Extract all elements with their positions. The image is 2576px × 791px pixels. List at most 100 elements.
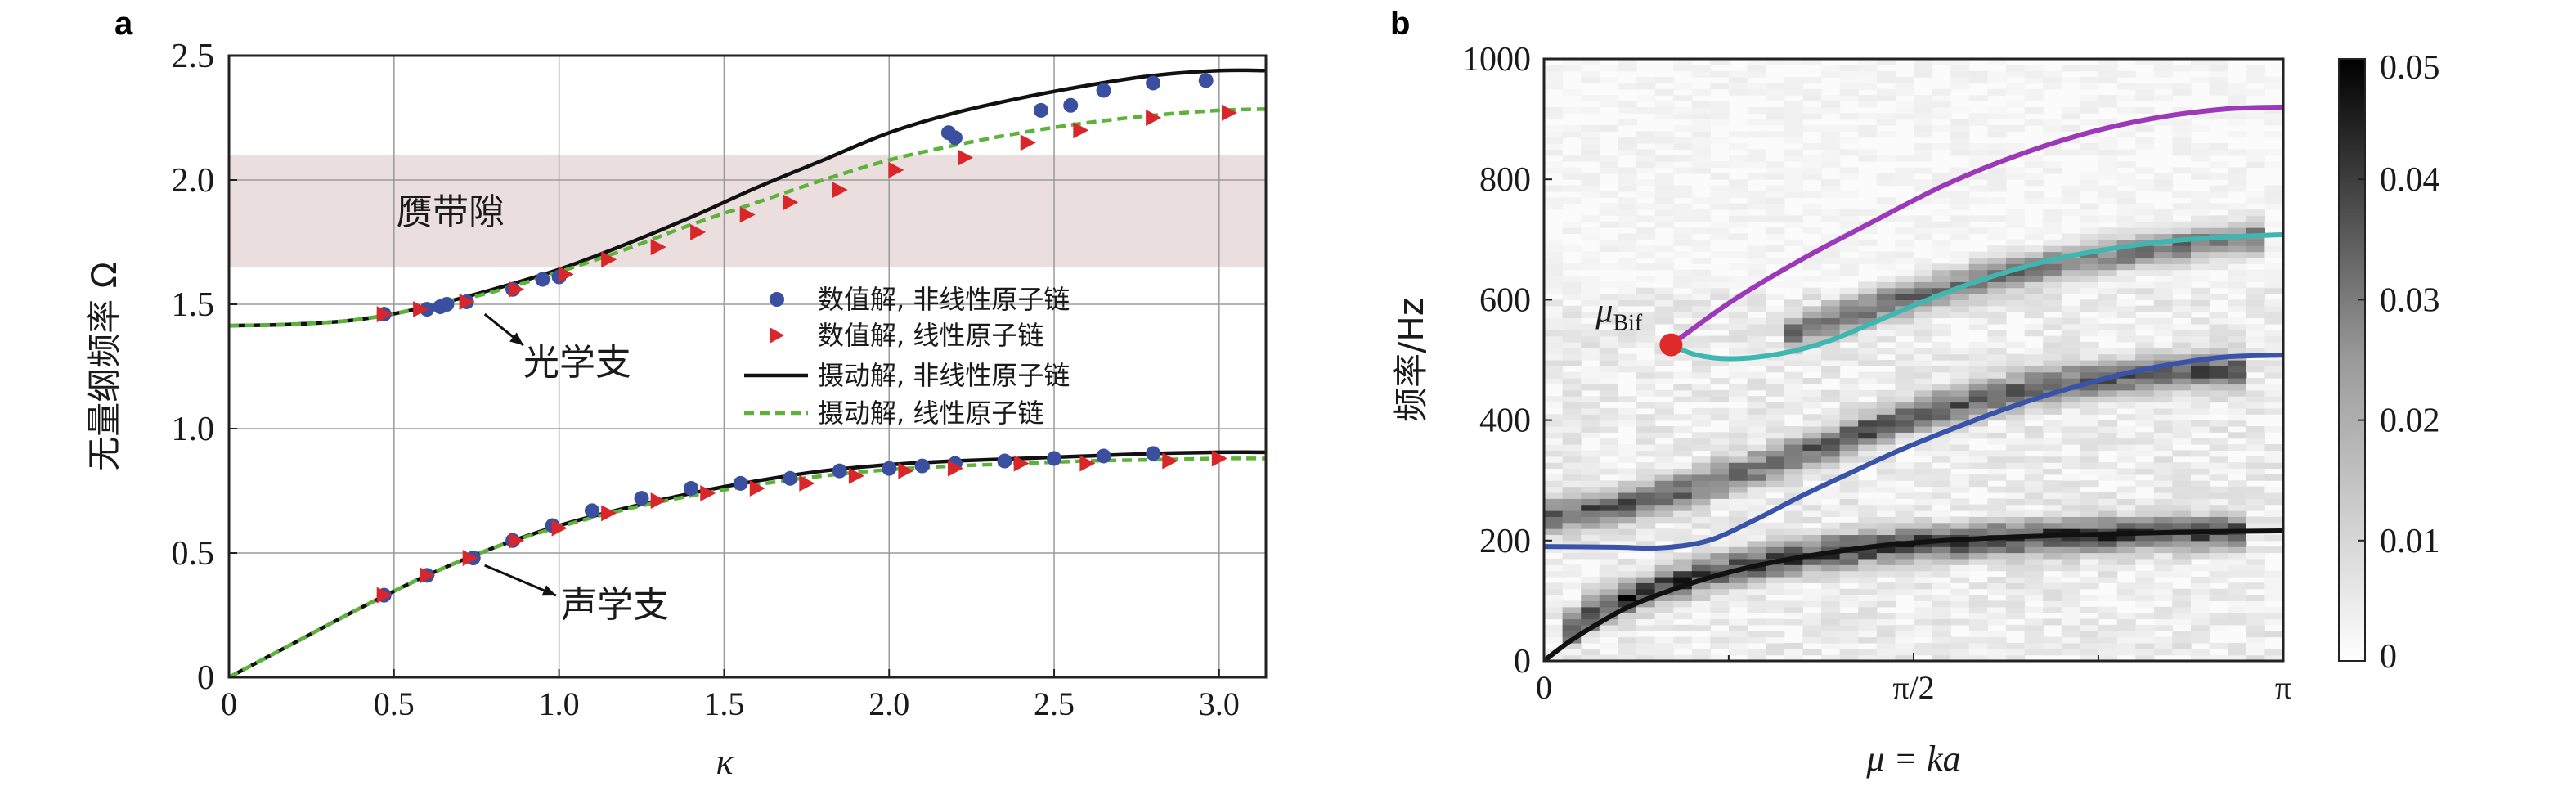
heatmap-cell <box>1876 528 1896 536</box>
heatmap-cell <box>2153 540 2173 547</box>
heatmap-cell <box>1673 113 1693 120</box>
heatmap-cell <box>1914 552 1933 560</box>
heatmap-cell <box>1784 149 1803 156</box>
heatmap-cell <box>1987 113 2007 120</box>
heatmap-cell <box>1766 173 1785 180</box>
heatmap-cell <box>2172 384 2192 391</box>
heatmap-cell <box>1802 353 1822 361</box>
heatmap-cell <box>1839 149 1859 156</box>
heatmap-cell <box>1858 402 1878 409</box>
heatmap-cell <box>1914 576 1933 583</box>
heatmap-cell <box>1895 287 1914 294</box>
heatmap-cell <box>1766 552 1785 560</box>
data-point-numeric-linear <box>1162 452 1178 470</box>
heatmap-cell <box>1581 287 1600 294</box>
heatmap-cell <box>1987 317 2007 325</box>
heatmap-cell <box>1747 371 1766 379</box>
heatmap-cell <box>2024 468 2044 475</box>
heatmap-cell <box>1654 480 1674 488</box>
heatmap-cell <box>1618 631 1637 638</box>
heatmap-cell <box>2153 636 2173 644</box>
heatmap-cell <box>2228 281 2247 289</box>
heatmap-cell <box>2228 402 2247 409</box>
heatmap-cell <box>1710 221 1730 228</box>
heatmap-cell <box>1691 510 1711 517</box>
data-point-numeric-linear <box>459 293 475 310</box>
heatmap-cell <box>1654 510 1674 517</box>
heatmap-cell <box>2246 432 2265 439</box>
heatmap-cell <box>2246 257 2265 264</box>
heatmap-cell <box>1691 88 1711 96</box>
heatmap-cell <box>1766 113 1785 120</box>
heatmap-cell <box>2153 305 2173 312</box>
heatmap-cell <box>2098 149 2118 156</box>
heatmap-cell <box>1968 540 1988 547</box>
heatmap-cell <box>1636 516 1656 524</box>
heatmap-cell <box>2209 378 2228 385</box>
heatmap-cell <box>1987 425 2007 433</box>
heatmap-cell <box>1636 335 1656 343</box>
heatmap-cell <box>2172 275 2192 282</box>
heatmap-cell <box>1876 414 1896 421</box>
heatmap-cell <box>1636 167 1656 174</box>
heatmap-cell <box>1729 480 1748 488</box>
heatmap-cell <box>1654 143 1674 150</box>
heatmap-cell <box>1932 438 1951 445</box>
heatmap-cell <box>2153 450 2173 457</box>
data-point-numeric-nonlinear <box>1096 448 1111 464</box>
heatmap-cell <box>1821 294 1841 300</box>
heatmap-cell <box>1802 191 1822 198</box>
colorbar-tick-label: 0 <box>2380 638 2397 676</box>
heatmap-cell <box>1858 624 1878 631</box>
heatmap-cell <box>1618 179 1637 187</box>
heatmap-cell <box>2153 119 2173 126</box>
heatmap-cell <box>2080 221 2099 228</box>
heatmap-cell <box>1895 528 1914 536</box>
colorbar-ticks: 00.010.020.030.040.05 <box>2358 49 2440 676</box>
heatmap-cell <box>2153 552 2173 560</box>
heatmap-cell <box>1636 570 1656 578</box>
heatmap-cell <box>2153 341 2173 348</box>
heatmap-cell <box>1821 600 1841 608</box>
heatmap-cell <box>1950 294 1970 300</box>
heatmap-cell <box>1950 498 1970 506</box>
heatmap-cell <box>2172 257 2192 264</box>
heatmap-cell <box>1802 203 1822 210</box>
heatmap <box>1544 59 2283 661</box>
heatmap-cell <box>2209 149 2228 156</box>
data-point-numeric-nonlinear <box>733 475 748 491</box>
heatmap-cell <box>2116 456 2136 463</box>
heatmap-cell <box>2080 438 2099 445</box>
panel-b-ylabel: 频率/Hz <box>1391 298 1431 422</box>
heatmap-cell <box>2153 371 2173 379</box>
heatmap-cell <box>1599 588 1618 595</box>
heatmap-cell <box>1654 287 1674 294</box>
heatmap-cell <box>1618 287 1637 294</box>
heatmap-cell <box>1802 317 1822 325</box>
heatmap-cell <box>1821 510 1841 517</box>
heatmap-cell <box>2116 353 2136 361</box>
heatmap-cell <box>1673 564 1693 572</box>
heatmap-cell <box>2172 281 2192 289</box>
heatmap-cell <box>1729 642 1748 649</box>
heatmap-cell <box>1839 88 1859 96</box>
heatmap-cell <box>1968 161 1988 169</box>
heatmap-cell <box>1710 275 1730 282</box>
heatmap-cell <box>2191 384 2210 391</box>
heatmap-cell <box>2098 312 2118 319</box>
panel-b-curves <box>1544 104 2283 661</box>
heatmap-cell <box>1673 474 1693 481</box>
heatmap-cell <box>2006 540 2026 547</box>
heatmap-cell <box>2080 456 2099 463</box>
heatmap-cell <box>1691 595 1711 601</box>
heatmap-cell <box>2153 378 2173 385</box>
heatmap-cell <box>1618 516 1637 524</box>
heatmap-cell <box>2191 360 2210 366</box>
heatmap-cell <box>1968 384 1988 391</box>
heatmap-cell <box>2080 595 2099 601</box>
heatmap-cell <box>1654 492 1674 499</box>
heatmap-cell <box>1987 450 2007 457</box>
heatmap-cell <box>1876 642 1896 649</box>
heatmap-cell <box>1858 227 1878 235</box>
heatmap-cell <box>1987 299 2007 307</box>
